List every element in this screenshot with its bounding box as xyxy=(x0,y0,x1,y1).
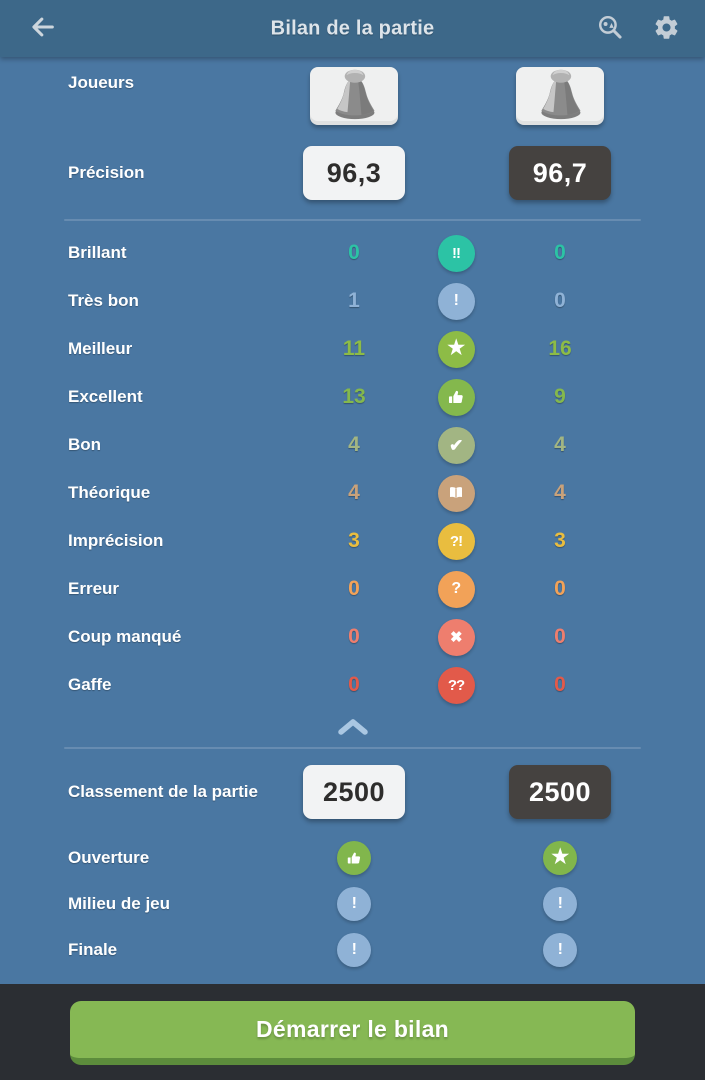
white-precision-value: 96,3 xyxy=(303,146,405,200)
move-type-label: Erreur xyxy=(68,579,120,598)
start-review-button[interactable]: Démarrer le bilan xyxy=(70,1001,635,1065)
exclamation-icon: ! xyxy=(337,887,371,921)
move-type-label: Imprécision xyxy=(68,531,164,550)
back-button[interactable] xyxy=(26,12,60,46)
chevron-up-icon xyxy=(336,717,370,740)
precision-label: Précision xyxy=(68,163,145,182)
precision-row: Précision 96,3 96,7 xyxy=(0,127,705,219)
exclamation-icon: ! xyxy=(437,282,475,320)
exclamation-icon: ! xyxy=(337,933,371,967)
move-row-excellent: Excellent 13 9 xyxy=(0,373,705,421)
black-precision-value: 96,7 xyxy=(509,146,611,200)
black-count: 0 xyxy=(554,577,566,600)
black-count: 0 xyxy=(554,241,566,264)
footer-bar: Démarrer le bilan xyxy=(0,984,705,1080)
move-row-blunder: Gaffe 0 ?? 0 xyxy=(0,661,705,709)
move-row-miss: Coup manqué 0 ✖ 0 xyxy=(0,613,705,661)
open-book-icon xyxy=(437,474,475,512)
phase-row-opening: Ouverture ★ xyxy=(0,835,705,881)
move-row-inaccuracy: Imprécision 3 ?! 3 xyxy=(0,517,705,565)
black-player-avatar xyxy=(516,67,604,125)
white-count: 3 xyxy=(348,529,360,552)
white-count: 0 xyxy=(348,577,360,600)
question-exclamation-icon: ?! xyxy=(437,522,475,560)
double-exclamation-icon: !! xyxy=(437,234,475,272)
phase-label: Ouverture xyxy=(68,848,150,867)
phase-label: Finale xyxy=(68,940,118,959)
move-type-label: Théorique xyxy=(68,483,151,502)
black-count: 0 xyxy=(554,673,566,696)
move-row-brilliant: Brillant 0 !! 0 xyxy=(0,229,705,277)
exclamation-icon: ! xyxy=(543,933,577,967)
move-type-label: Brillant xyxy=(68,243,127,262)
black-count: 3 xyxy=(554,529,566,552)
move-type-label: Très bon xyxy=(68,291,139,310)
move-type-label: Bon xyxy=(68,435,102,454)
phase-row-endgame: Finale ! ! xyxy=(0,927,705,973)
white-count: 4 xyxy=(348,481,360,504)
move-row-book: Théorique 4 4 xyxy=(0,469,705,517)
header-actions xyxy=(593,12,683,46)
star-icon: ★ xyxy=(543,841,577,875)
white-count: 0 xyxy=(348,673,360,696)
question-icon: ? xyxy=(437,570,475,608)
game-rating-label: Classement de la partie xyxy=(68,782,258,801)
move-type-label: Excellent xyxy=(68,387,143,406)
move-row-great: Très bon 1 ! 0 xyxy=(0,277,705,325)
move-row-good: Bon 4 ✔ 4 xyxy=(0,421,705,469)
white-count: 0 xyxy=(348,625,360,648)
white-count: 4 xyxy=(348,433,360,456)
back-arrow-icon xyxy=(29,13,57,44)
move-type-label: Coup manqué xyxy=(68,627,182,646)
white-player-avatar xyxy=(310,67,398,125)
check-icon: ✔ xyxy=(437,426,475,464)
move-type-label: Gaffe xyxy=(68,675,112,694)
black-count: 0 xyxy=(554,625,566,648)
section-divider xyxy=(64,219,641,221)
white-count: 1 xyxy=(348,289,360,312)
move-row-mistake: Erreur 0 ? 0 xyxy=(0,565,705,613)
game-rating-row: Classement de la partie 2500 2500 xyxy=(0,749,705,835)
thumbs-up-icon xyxy=(437,378,475,416)
magnifier-review-icon xyxy=(596,13,624,44)
phase-label: Milieu de jeu xyxy=(68,894,171,913)
black-count: 0 xyxy=(554,289,566,312)
players-row: Joueurs xyxy=(0,57,705,127)
white-count: 11 xyxy=(342,337,366,360)
section-divider xyxy=(64,747,641,749)
double-question-icon: ?? xyxy=(437,666,475,704)
report-body: Joueurs xyxy=(0,57,705,984)
phase-row-middlegame: Milieu de jeu ! ! xyxy=(0,881,705,927)
page-title: Bilan de la partie xyxy=(270,17,435,39)
review-search-button[interactable] xyxy=(593,12,627,46)
white-game-rating: 2500 xyxy=(303,765,405,819)
black-count: 4 xyxy=(554,433,566,456)
gear-icon xyxy=(653,14,680,44)
move-row-best: Meilleur 11 ★ 16 xyxy=(0,325,705,373)
white-count: 0 xyxy=(348,241,360,264)
black-count: 16 xyxy=(548,337,572,360)
thumbs-up-icon xyxy=(337,841,371,875)
header: Bilan de la partie xyxy=(0,0,705,57)
pawn-avatar-icon xyxy=(529,67,591,125)
cross-icon: ✖ xyxy=(437,618,475,656)
white-count: 13 xyxy=(342,385,366,408)
black-game-rating: 2500 xyxy=(509,765,611,819)
collapse-button[interactable] xyxy=(331,715,375,741)
star-icon: ★ xyxy=(437,330,475,368)
black-count: 9 xyxy=(554,385,566,408)
collapse-row xyxy=(0,709,705,747)
settings-button[interactable] xyxy=(649,12,683,46)
black-count: 4 xyxy=(554,481,566,504)
phase-ratings: Ouverture ★ Milieu de jeu ! ! Finale ! ! xyxy=(0,835,705,973)
pawn-avatar-icon xyxy=(323,67,385,125)
players-label: Joueurs xyxy=(68,73,135,92)
move-type-label: Meilleur xyxy=(68,339,133,358)
move-classification-table: Brillant 0 !! 0 Très bon 1 ! 0 Meilleur … xyxy=(0,221,705,709)
exclamation-icon: ! xyxy=(543,887,577,921)
